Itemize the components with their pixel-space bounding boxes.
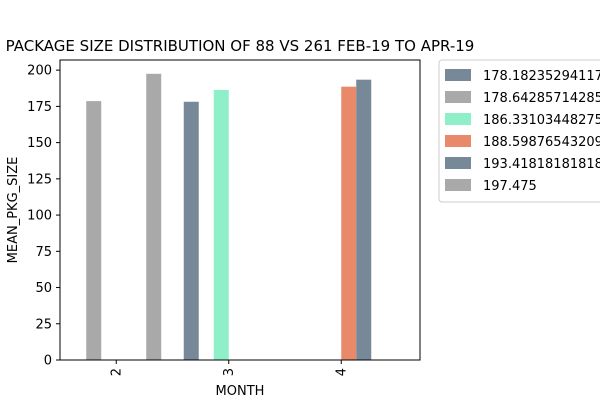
legend-label: 186.33103448275 [483,113,600,128]
x-tick-label: 3 [222,368,237,376]
bar-2-series-5 [146,73,162,360]
legend-label: 178.64285714285 [483,91,600,106]
y-tick-label: 25 [35,317,52,332]
legend-swatch [445,179,471,191]
y-tick-label: 200 [27,64,52,79]
legend-swatch [445,113,471,125]
chart-title: PACKAGE SIZE DISTRIBUTION OF 88 VS 261 F… [6,37,475,55]
y-tick-label: 0 [44,354,52,369]
y-tick-label: 50 [35,281,52,296]
y-axis: 0 25 50 75 100 125 150 175 200 [27,64,60,369]
y-tick-label: 100 [27,209,52,224]
legend-swatch [445,135,471,147]
bar-3-series-2 [213,89,229,361]
legend-swatch [445,69,471,81]
legend-box [438,59,600,203]
legend-swatch [445,157,471,169]
legend-label: 197.475 [483,179,537,194]
bar-4-series-3 [341,86,357,361]
x-axis-label: MONTH [216,384,265,399]
bar-2-series-1 [86,101,102,361]
x-tick-label: 2 [109,368,124,376]
y-tick-label: 125 [27,172,52,187]
bar-3-series-0 [183,101,199,360]
legend-label: 193.41818181818 [483,157,600,172]
y-tick-label: 175 [27,100,52,115]
legend-label: 178.18235294117 [483,69,600,84]
bar-4-series-4 [356,79,372,361]
legend-label: 188.59876543209 [483,135,600,150]
x-axis: 2 3 4 [109,360,349,376]
legend: 178.18235294117 178.64285714285 186.331034… [438,59,600,203]
y-axis-label: MEAN_PKG_SIZE [6,157,21,264]
x-tick-label: 4 [334,368,349,376]
y-tick-label: 75 [35,245,52,260]
y-tick-label: 150 [27,136,52,151]
legend-swatch [445,91,471,103]
bars [86,73,372,361]
plot-frame [59,59,421,361]
